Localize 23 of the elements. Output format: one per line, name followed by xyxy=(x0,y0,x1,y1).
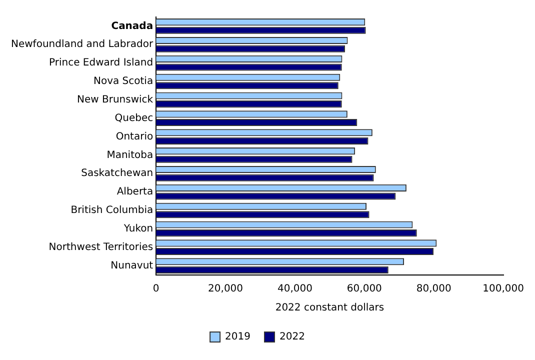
x-tick-label: 80,000 xyxy=(416,284,452,295)
x-axis-title: 2022 constant dollars xyxy=(275,302,384,314)
x-tick-label: 0 xyxy=(152,284,160,295)
y-tick-label: Prince Edward Island xyxy=(48,58,154,69)
y-tick-label: Alberta xyxy=(116,186,154,198)
y-tick-label: Quebec xyxy=(114,112,154,124)
y-tick-label: New Brunswick xyxy=(77,94,154,106)
legend-label: 2022 xyxy=(280,332,305,343)
x-tick-label: 40,000 xyxy=(277,284,312,295)
y-tick-label: Newfoundland and Labrador xyxy=(10,39,154,50)
y-tick-label: Ontario xyxy=(116,131,154,142)
y-tick-label: Saskatchewan xyxy=(81,168,154,180)
legend-label: 2019 xyxy=(225,332,251,343)
y-tick-label: Yukon xyxy=(122,224,154,235)
y-tick-label: Northwest Territories xyxy=(48,242,154,253)
x-tick-label: 100,000 xyxy=(482,284,524,295)
y-tick-label: Canada xyxy=(111,20,154,32)
x-tick-label: 60,000 xyxy=(346,284,382,295)
y-tick-label: British Columbia xyxy=(70,205,154,216)
y-tick-label: Nunavut xyxy=(110,260,154,272)
y-tick-label: Manitoba xyxy=(106,150,154,161)
y-tick-label: Nova Scotia xyxy=(93,76,154,88)
x-tick-label: 20,000 xyxy=(208,284,244,295)
